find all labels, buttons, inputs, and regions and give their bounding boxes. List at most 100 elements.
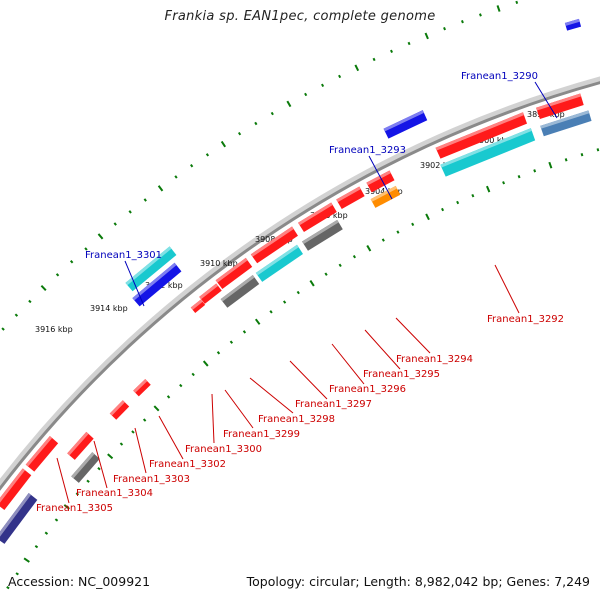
gene-red-f[interactable] xyxy=(250,226,298,264)
gene-navy[interactable] xyxy=(0,493,38,544)
gene-gray-b[interactable] xyxy=(220,275,260,308)
major-tick xyxy=(40,285,47,292)
leader-line-franean1-3300 xyxy=(211,393,215,444)
gene-red-b[interactable] xyxy=(435,112,528,159)
minor-tick xyxy=(471,194,475,198)
gene-highlight xyxy=(190,299,203,310)
gene-red-a[interactable] xyxy=(536,93,584,120)
gene-red-d[interactable] xyxy=(336,186,365,210)
gene-label-franean1-3294[interactable]: Franean1_3294 xyxy=(396,354,473,365)
minor-tick xyxy=(282,300,287,304)
gene-highlight xyxy=(199,283,219,300)
gene-highlight xyxy=(220,275,255,302)
gene-highlight xyxy=(0,493,32,537)
gene-red-e[interactable] xyxy=(298,202,337,232)
gene-body xyxy=(440,128,536,177)
minor-tick xyxy=(533,169,537,173)
major-tick xyxy=(153,405,160,412)
gene-highlight xyxy=(435,112,524,151)
minor-tick xyxy=(254,121,258,126)
gene-red-c[interactable] xyxy=(366,170,395,193)
gene-steel[interactable] xyxy=(540,110,592,137)
minor-tick xyxy=(372,57,376,62)
gene-orange[interactable] xyxy=(370,185,401,208)
gene-label-franean1-3300[interactable]: Franean1_3300 xyxy=(185,444,262,455)
gene-red-j[interactable] xyxy=(25,435,59,472)
minor-tick xyxy=(407,41,411,46)
gene-label-franean1-3304[interactable]: Franean1_3304 xyxy=(76,488,153,499)
page-title: Frankia sp. EAN1pec, complete genome xyxy=(164,9,436,24)
gene-red-l[interactable] xyxy=(133,379,151,397)
gene-cyan[interactable] xyxy=(255,244,303,282)
major-tick xyxy=(548,161,553,169)
gene-body xyxy=(250,226,298,264)
major-tick xyxy=(254,318,261,325)
minor-tick xyxy=(44,531,49,535)
minor-tick xyxy=(97,466,101,471)
minor-tick xyxy=(84,247,88,251)
gene-label-franean1-3298[interactable]: Franean1_3298 xyxy=(258,414,335,425)
gene-highlight xyxy=(336,186,361,203)
gene-body xyxy=(370,185,401,208)
gene-body xyxy=(383,110,428,139)
minor-tick xyxy=(304,92,308,97)
gene-cyan-3912[interactable] xyxy=(125,246,177,292)
minor-tick xyxy=(517,174,521,179)
gene-body xyxy=(199,283,222,304)
minor-tick xyxy=(580,153,584,157)
gene-gray-a[interactable] xyxy=(302,219,343,251)
leader-line-franean1-3298 xyxy=(249,377,294,414)
gene-label-franean1-3292[interactable]: Franean1_3292 xyxy=(487,314,564,325)
gene-franean1-3290[interactable] xyxy=(564,18,582,31)
minor-tick xyxy=(28,299,32,304)
gene-franean1-3301[interactable] xyxy=(132,262,182,307)
gene-label-franean1-3290[interactable]: Franean1_3290 xyxy=(461,71,538,82)
genome-summary-text: Topology: circular; Length: 8,982,042 bp… xyxy=(246,574,590,589)
gene-red-k[interactable] xyxy=(0,468,32,510)
gene-highlight xyxy=(67,431,89,456)
gene-highlight xyxy=(0,468,26,503)
minor-tick xyxy=(338,74,342,79)
minor-tick xyxy=(324,272,328,276)
gene-red-n[interactable] xyxy=(67,431,94,460)
gene-highlight xyxy=(370,185,398,202)
gene-franean1-3293[interactable] xyxy=(383,110,428,139)
major-tick xyxy=(309,280,315,287)
gene-highlight xyxy=(132,262,177,301)
gene-highlight xyxy=(71,452,95,479)
gene-label-franean1-3301[interactable]: Franean1_3301 xyxy=(85,250,162,261)
gene-label-franean1-3297[interactable]: Franean1_3297 xyxy=(295,399,372,410)
minor-tick xyxy=(143,198,147,202)
leader-line-franean1-3304 xyxy=(93,440,108,489)
gene-label-franean1-3295[interactable]: Franean1_3295 xyxy=(363,369,440,380)
minor-tick xyxy=(86,479,90,483)
leader-line-franean1-3290 xyxy=(534,81,558,119)
minor-tick xyxy=(6,586,10,590)
gene-label-franean1-3293[interactable]: Franean1_3293 xyxy=(329,145,406,156)
gene-label-franean1-3299[interactable]: Franean1_3299 xyxy=(223,429,300,440)
minor-tick xyxy=(128,210,132,214)
gene-red-g[interactable] xyxy=(215,257,253,289)
minor-tick xyxy=(296,290,300,295)
gene-gray-c[interactable] xyxy=(71,452,100,483)
gene-label-franean1-3296[interactable]: Franean1_3296 xyxy=(329,384,406,395)
accession-text: Accession: NC_009921 xyxy=(8,574,151,589)
gene-franean1-3292[interactable] xyxy=(440,128,536,177)
minor-tick xyxy=(396,230,400,234)
minor-tick xyxy=(443,26,446,31)
gene-red-i[interactable] xyxy=(190,299,206,313)
leader-line-franean1-3293 xyxy=(368,155,393,200)
minor-tick xyxy=(166,395,171,399)
gene-body xyxy=(336,186,365,210)
gene-red-h[interactable] xyxy=(199,283,222,304)
gene-label-franean1-3302[interactable]: Franean1_3302 xyxy=(149,459,226,470)
gene-label-franean1-3303[interactable]: Franean1_3303 xyxy=(113,474,190,485)
minor-tick xyxy=(131,430,135,434)
tick-label: 3904 kbp xyxy=(365,187,403,196)
minor-tick xyxy=(15,572,19,576)
gene-red-m[interactable] xyxy=(109,400,130,420)
gene-label-franean1-3305[interactable]: Franean1_3305 xyxy=(36,503,113,514)
leader-line-franean1-3297 xyxy=(289,360,328,400)
minor-tick xyxy=(216,351,221,355)
outer-tick-ring xyxy=(1,0,519,331)
